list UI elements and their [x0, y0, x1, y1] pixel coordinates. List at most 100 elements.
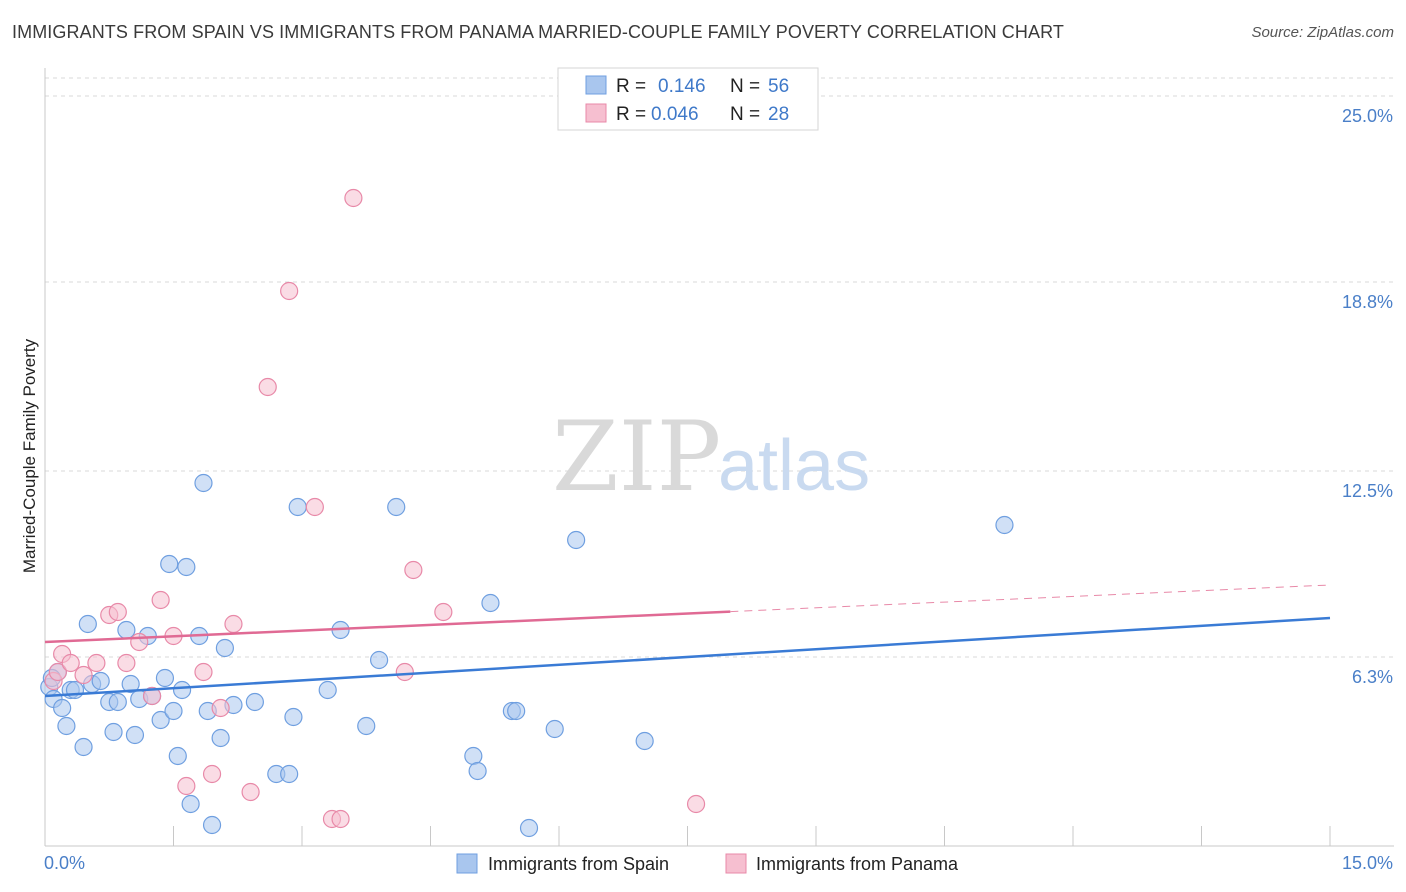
point-panama — [344, 188, 363, 208]
x-tick-label-min: 0.0% — [44, 853, 85, 873]
point-panama — [202, 764, 222, 784]
y-tick-label: 12.5% — [1342, 481, 1393, 501]
point-spain — [160, 554, 179, 574]
trend-line-spain — [44, 616, 1331, 698]
trend-lines — [44, 584, 1331, 698]
point-spain — [357, 716, 376, 736]
source-label: Source: ZipAtlas.com — [1251, 24, 1394, 41]
point-spain — [215, 638, 234, 658]
point-spain — [151, 710, 170, 730]
point-spain — [125, 725, 145, 745]
point-spain — [370, 650, 389, 670]
point-panama — [108, 602, 127, 622]
legend-r-value: 0.046 — [651, 104, 699, 125]
y-tick-label: 25.0% — [1342, 106, 1393, 126]
bottom-legend: Immigrants from Spain Immigrants from Pa… — [456, 853, 959, 874]
trend-line-panama — [44, 610, 731, 644]
point-spain — [468, 761, 487, 781]
bottom-legend-swatch-panama — [725, 853, 747, 874]
legend: R = 0.146 N = 56 R = 0.046 N = 28 — [557, 67, 819, 131]
point-panama — [395, 662, 414, 682]
point-spain — [202, 815, 222, 835]
point-spain — [318, 680, 337, 700]
point-panama — [177, 776, 196, 796]
point-panama — [224, 614, 243, 634]
legend-r-value: 0.146 — [658, 76, 706, 97]
point-spain — [91, 671, 110, 691]
point-spain — [108, 692, 127, 712]
bottom-legend-label-panama: Immigrants from Panama — [756, 854, 959, 874]
watermark-atlas: atlas — [718, 426, 870, 506]
legend-n-value: 56 — [768, 76, 789, 97]
point-spain — [181, 794, 200, 814]
point-panama — [142, 686, 162, 706]
point-spain — [995, 515, 1014, 535]
point-spain — [288, 497, 307, 517]
point-panama — [87, 653, 106, 673]
point-spain — [164, 701, 183, 721]
watermark: ZIP atlas — [552, 401, 870, 513]
legend-swatch-spain — [585, 75, 607, 95]
point-panama — [241, 782, 260, 802]
point-spain — [53, 698, 72, 718]
point-panama — [258, 377, 277, 397]
legend-n-label: N = — [730, 76, 760, 97]
point-spain — [117, 620, 136, 640]
chart-title: IMMIGRANTS FROM SPAIN VS IMMIGRANTS FROM… — [12, 22, 1064, 42]
point-spain — [104, 722, 123, 742]
watermark-zip: ZIP — [552, 401, 721, 513]
legend-r-label: R = — [616, 104, 646, 125]
point-panama — [194, 662, 213, 682]
point-spain — [635, 731, 654, 751]
point-panama — [74, 665, 93, 685]
x-tick-label-max: 15.0% — [1342, 853, 1393, 873]
axes — [44, 68, 1394, 847]
y-tick-label: 18.8% — [1342, 292, 1393, 312]
point-spain — [211, 728, 230, 748]
point-panama — [404, 560, 423, 580]
point-spain — [481, 593, 500, 613]
point-spain — [194, 473, 213, 493]
point-panama — [434, 602, 453, 622]
y-axis-title: Married-Couple Family Poverty — [20, 338, 39, 573]
data-points — [40, 188, 1014, 838]
point-spain — [519, 818, 539, 838]
point-panama — [686, 794, 706, 814]
point-panama — [151, 590, 170, 610]
point-spain — [168, 746, 187, 766]
point-spain — [121, 674, 140, 694]
point-panama — [48, 662, 67, 682]
point-panama — [305, 497, 324, 517]
point-spain — [464, 746, 483, 766]
point-panama — [61, 653, 80, 673]
legend-r-label: R = — [616, 76, 646, 97]
point-panama — [331, 809, 350, 829]
point-spain — [387, 497, 406, 517]
point-spain — [65, 680, 85, 700]
legend-n-value: 28 — [768, 104, 789, 125]
legend-n-label: N = — [730, 104, 760, 125]
point-panama — [117, 653, 136, 673]
point-spain — [567, 530, 586, 550]
trend-line-panama-dashed — [730, 584, 1331, 613]
gridlines — [45, 77, 1394, 658]
point-spain — [172, 680, 192, 700]
point-spain — [177, 557, 196, 577]
point-spain — [284, 707, 303, 727]
point-spain — [74, 737, 93, 757]
point-spain — [78, 614, 97, 634]
point-spain — [280, 764, 299, 784]
point-spain — [245, 692, 264, 712]
legend-swatch-panama — [585, 103, 607, 123]
bottom-legend-label-spain: Immigrants from Spain — [488, 854, 669, 874]
point-spain — [545, 719, 564, 739]
point-panama — [280, 281, 299, 301]
point-spain — [155, 668, 175, 688]
point-spain — [507, 701, 526, 721]
point-panama — [211, 698, 230, 718]
y-tick-label: 6.3% — [1352, 667, 1393, 687]
bottom-legend-swatch-spain — [456, 853, 478, 874]
point-panama — [130, 632, 149, 652]
point-spain — [57, 716, 76, 736]
